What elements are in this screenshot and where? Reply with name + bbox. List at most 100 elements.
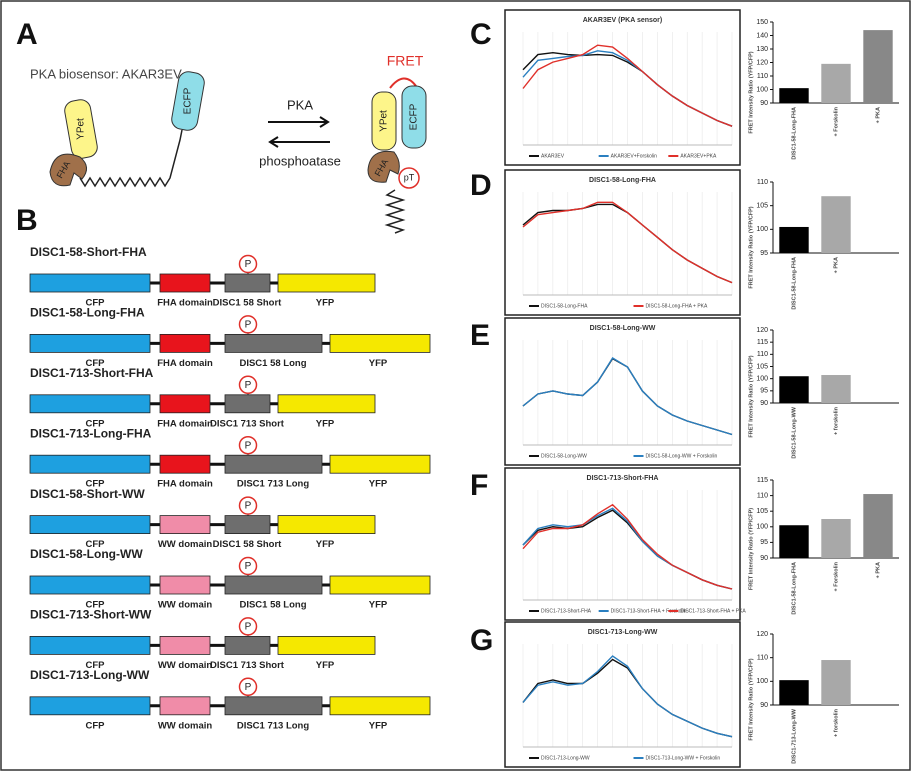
bar (821, 63, 851, 103)
y-tick-label: 100 (756, 678, 768, 685)
y-tick-label: 110 (757, 655, 768, 662)
domain-box (224, 454, 323, 474)
domain-label: CFP (86, 298, 106, 309)
y-tick-label: 100 (756, 376, 768, 383)
panel-letter: F (470, 469, 488, 502)
y-tick-label: 120 (756, 327, 768, 334)
legend-label: DISC1-713-Short-FHA + Forskolin (611, 608, 687, 614)
ypet-label: YPet (76, 118, 87, 140)
y-tick-label: 100 (756, 524, 768, 531)
y-tick-label: 110 (757, 73, 768, 80)
y-tick-label: 140 (756, 32, 768, 39)
legend-label: DISC1-713-Long-WW + Forskolin (646, 755, 721, 761)
legend-label: DISC1-713-Short-FHA (541, 608, 592, 614)
x-tick-label: + PKA (875, 562, 881, 578)
domain-label: CFP (86, 479, 106, 490)
domain-box (224, 333, 323, 353)
spectrum-line (522, 44, 733, 127)
legend-label: AKAR3EV+PKA (680, 153, 717, 159)
ypet-barrel (64, 99, 98, 159)
bar (821, 519, 851, 558)
domain-box (159, 515, 211, 534)
chart-title: DISC1-58-Long-WW (590, 325, 656, 332)
domain-label: CFP (86, 660, 106, 671)
site-circle (238, 435, 258, 455)
domain-label: CFP (86, 600, 106, 611)
construct-name: DISC1-713-Long-FHA (30, 426, 152, 440)
bar (779, 376, 809, 403)
site-circle (238, 496, 258, 515)
ecfp-barrel (401, 85, 427, 149)
forward-label: PKA (287, 97, 313, 112)
spectrum-line (522, 357, 733, 436)
domain-label: CFP (86, 720, 106, 731)
domain-box (277, 273, 376, 293)
domain-label: YFP (316, 298, 335, 309)
spectrum-line (522, 655, 733, 738)
y-tick-label: 130 (756, 46, 768, 53)
domain-box (159, 696, 211, 716)
y-tick-label: 110 (757, 179, 768, 186)
domain-box (329, 575, 431, 595)
chart-frame (504, 621, 741, 768)
site-label: P (245, 561, 252, 572)
y-tick-label: 100 (756, 226, 768, 233)
y-tick-label: 95 (760, 539, 768, 546)
domain-box (277, 394, 376, 414)
domain-box (224, 394, 271, 414)
domain-box (224, 636, 271, 655)
domain-box (159, 575, 211, 595)
legend-label: DISC1-58-Long-FHA + PKA (646, 303, 708, 309)
spectrum-line (522, 503, 733, 590)
y-tick-label: 115 (757, 339, 768, 346)
y-tick-label: 150 (756, 19, 768, 26)
x-tick-label: DISC1-58-Long-WW (791, 406, 797, 458)
ypet-label: YPet (379, 110, 390, 132)
legend-label: AKAR3EV (541, 153, 565, 159)
domain-box (29, 454, 151, 474)
chart-title: DISC1-713-Short-FHA (587, 475, 659, 482)
y-tick-label: 120 (756, 59, 768, 66)
linker (384, 189, 406, 234)
site-label: P (245, 380, 252, 391)
y-tick-label: 90 (760, 100, 768, 107)
fret-arrow (389, 77, 417, 89)
domain-box (224, 575, 323, 595)
domain-box (224, 515, 271, 534)
domain-box (329, 333, 431, 353)
domain-label: YFP (369, 720, 388, 731)
fha-shape (367, 150, 400, 183)
domain-label: FHA domain (157, 479, 213, 490)
domain-label: YFP (316, 660, 335, 671)
chart-title: DISC1-713-Long-WW (588, 629, 658, 636)
domain-box (159, 454, 211, 474)
construct-name: DISC1-713-Short-FHA (30, 366, 154, 380)
ecfp-barrel (171, 71, 205, 131)
legend-label: DISC1-58-Long-WW (541, 453, 587, 459)
domain-label: DISC1 58 Long (239, 600, 306, 611)
domain-label: WW domain (158, 600, 213, 611)
y-tick-label: 95 (760, 250, 768, 257)
bar (821, 196, 851, 253)
y-axis-label: FRET Intensity Ratio (YFP/CFP) (748, 355, 754, 437)
site-circle (238, 677, 258, 697)
legend-label: DISC1-58-Long-FHA (541, 303, 588, 309)
construct-name: DISC1-58-Short-FHA (30, 245, 147, 259)
spectrum-line (522, 201, 733, 284)
domain-label: YFP (316, 539, 335, 550)
domain-box (159, 636, 211, 655)
panel-letter: A (16, 18, 38, 51)
chart-title: DISC1-58-Long-FHA (589, 177, 656, 184)
domain-box (224, 696, 323, 716)
site-label: P (245, 259, 252, 270)
phospho-label: pT (404, 172, 415, 182)
domain-label: YFP (369, 358, 388, 369)
site-circle (238, 375, 258, 395)
y-tick-label: 105 (756, 203, 768, 210)
y-tick-label: 95 (760, 388, 768, 395)
panel-letter: E (470, 319, 490, 352)
chart-title: AKAR3EV (PKA sensor) (583, 17, 662, 24)
x-tick-label: + PKA (875, 107, 881, 123)
site-label: P (245, 622, 252, 633)
